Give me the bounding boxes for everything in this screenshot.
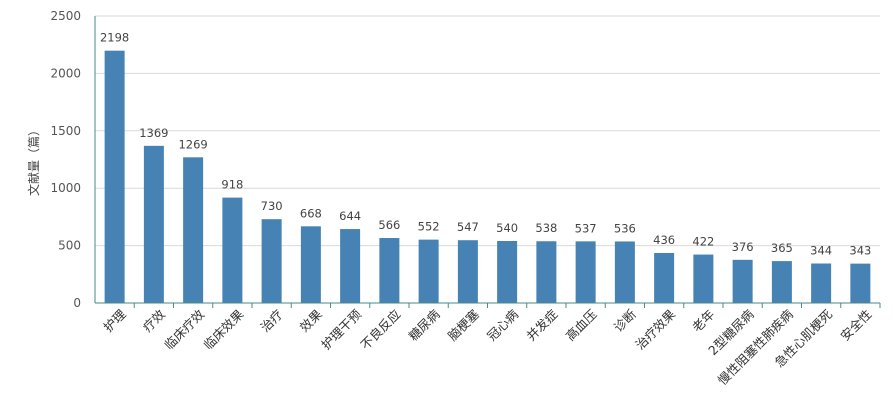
x-category-label: 安全性: [837, 307, 874, 344]
bar: [300, 226, 321, 303]
x-category-label: 不良反应: [358, 307, 404, 353]
bar-value-label: 365: [771, 241, 793, 255]
x-category-label: 高血压: [563, 307, 600, 344]
bar: [104, 50, 125, 303]
bar: [536, 241, 557, 303]
bar: [457, 240, 478, 303]
y-tick-label: 1000: [50, 181, 81, 195]
bar: [732, 259, 753, 303]
y-tick-label: 500: [58, 239, 81, 253]
bar-value-label: 2198: [100, 31, 129, 45]
bar: [340, 229, 361, 303]
y-tick-label: 1500: [50, 124, 81, 138]
y-tick-label: 2000: [50, 66, 81, 80]
bar: [418, 239, 439, 303]
x-category-label: 效果: [297, 306, 326, 335]
bar: [222, 197, 243, 303]
bar: [693, 254, 714, 303]
bar: [850, 263, 871, 303]
x-category-label: 临床疗效: [161, 306, 207, 352]
bar-value-label: 547: [457, 220, 479, 234]
x-axis: 护理 疗效临床疗效临床效果 治疗 效果护理干预不良反应 糖尿病 脑梗塞 冠心病 并发症 高血压诊…: [95, 302, 881, 388]
x-category-label: 冠心病: [484, 307, 521, 344]
bar-value-label: 566: [378, 218, 400, 232]
bar-value-label: 436: [653, 233, 675, 247]
x-category-label: 老年: [689, 307, 717, 335]
bar: [575, 241, 596, 303]
x-category-label: 治疗: [257, 307, 285, 335]
x-category-label: 并发症: [523, 307, 560, 344]
bar: [497, 241, 518, 303]
bar-value-label: 1269: [178, 137, 207, 151]
x-category-label: 护理干预: [318, 307, 364, 353]
bar: [143, 145, 164, 303]
x-category-label: 诊断: [611, 307, 639, 335]
bars: 2198 1369 1269 918 730 668 644 566 552 547 540 538 5…: [100, 31, 871, 303]
bar: [379, 238, 400, 303]
x-category-label: 糖尿病: [406, 307, 443, 344]
bar-value-label: 668: [300, 206, 322, 220]
x-category-label: 护理: [100, 306, 129, 335]
bar: [614, 241, 635, 303]
bar: [183, 157, 204, 303]
bar: [261, 219, 282, 303]
bar-value-label: 376: [732, 240, 754, 254]
bar-value-label: 344: [810, 244, 832, 258]
x-category-label: 疗效: [140, 306, 169, 335]
bar-value-label: 343: [849, 244, 871, 258]
bar: [811, 263, 832, 303]
y-tick-label: 2500: [50, 9, 81, 23]
bar-value-label: 644: [339, 209, 361, 223]
bar-value-label: 540: [496, 221, 518, 235]
bar-value-label: 536: [614, 221, 636, 235]
bar-value-label: 552: [418, 220, 440, 234]
y-axis-title: 文献量（篇）: [26, 124, 41, 196]
bar-value-label: 422: [692, 235, 714, 249]
bar: [654, 252, 675, 303]
bar-value-label: 918: [221, 178, 243, 192]
bar: [771, 261, 792, 303]
grid-lines: [95, 15, 880, 304]
y-tick-label: 0: [73, 296, 81, 310]
x-category-label: 脑梗塞: [445, 306, 482, 343]
bar-value-label: 537: [575, 221, 597, 235]
y-axis: 0 500 1000 1500 2000 2500: [50, 9, 96, 310]
bar-value-label: 730: [261, 199, 283, 213]
bar-value-label: 538: [535, 221, 557, 235]
x-category-label: 治疗效果: [632, 306, 678, 352]
x-category-label: 临床效果: [201, 306, 247, 352]
bar-value-label: 1369: [139, 126, 168, 140]
